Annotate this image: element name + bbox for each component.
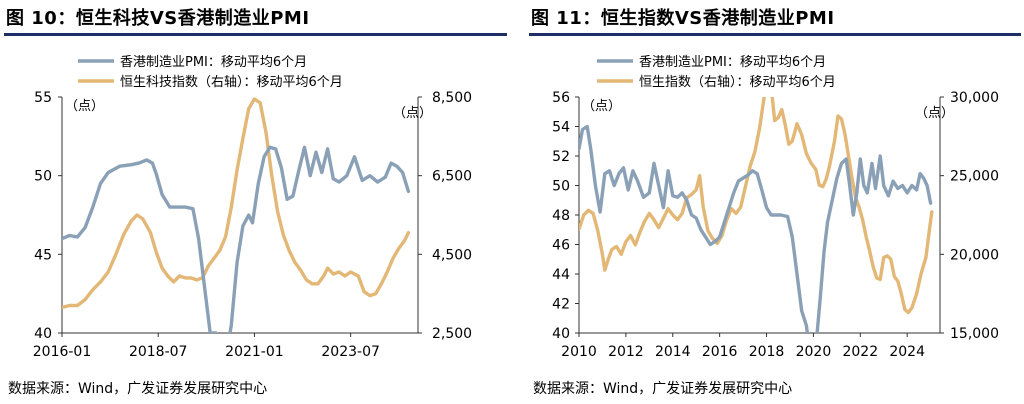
chart-title: 图 11：恒生指数VS香港制造业PMI bbox=[531, 8, 835, 29]
x-tick-label: 2021-01 bbox=[225, 344, 284, 360]
x-tick-label: 2022 bbox=[842, 344, 878, 360]
right-unit-label: （点） bbox=[393, 106, 432, 121]
x-tick-label: 2024 bbox=[889, 344, 925, 360]
left-unit-label: （点） bbox=[582, 99, 621, 114]
series-line-index bbox=[62, 97, 411, 310]
left-tick-label: 55 bbox=[34, 90, 52, 106]
left-tick-label: 56 bbox=[552, 90, 570, 106]
left-unit-label: （点） bbox=[65, 99, 104, 114]
series-line-pmi bbox=[62, 145, 411, 333]
right-tick-label: 8,500 bbox=[432, 90, 472, 106]
source-note: 数据来源：Wind，广发证券发展研究中心 bbox=[8, 381, 268, 397]
x-tick-label: 2012 bbox=[608, 344, 644, 360]
chart-title: 图 10：恒生科技VS香港制造业PMI bbox=[6, 8, 310, 29]
left-tick-label: 48 bbox=[552, 208, 570, 224]
left-tick-label: 45 bbox=[34, 247, 52, 263]
left-tick-label: 54 bbox=[552, 120, 570, 136]
chart-panel-hstech-vs-pmi: 图 10：恒生科技VS香港制造业PMI 40 45 50 55 2,500 4,500 6,… bbox=[4, 8, 507, 397]
x-tick-label: 2018-07 bbox=[129, 344, 188, 360]
x-tick-label: 2020 bbox=[796, 344, 832, 360]
right-tick-label: 25,000 bbox=[950, 169, 999, 185]
right-tick-label: 2,500 bbox=[432, 326, 472, 342]
x-tick-label: 2010 bbox=[561, 344, 597, 360]
left-tick-label: 40 bbox=[552, 326, 570, 342]
right-tick-label: 6,500 bbox=[432, 169, 472, 185]
series-line-index bbox=[579, 97, 934, 315]
left-tick-label: 44 bbox=[552, 267, 570, 283]
title-rule bbox=[4, 33, 507, 36]
legend-label: 恒生指数（右轴）：移动平均6个月 bbox=[639, 75, 836, 90]
x-tick-label: 2023-07 bbox=[321, 344, 380, 360]
left-tick-label: 50 bbox=[552, 179, 570, 195]
x-tick-label: 2016-01 bbox=[33, 344, 92, 360]
legend-label: 香港制造业PMI：移动平均6个月 bbox=[639, 55, 826, 70]
left-tick-label: 50 bbox=[34, 169, 52, 185]
title-rule bbox=[529, 33, 1021, 36]
x-tick-label: 2018 bbox=[749, 344, 785, 360]
x-tick-label: 2014 bbox=[655, 344, 691, 360]
right-unit-label: （点） bbox=[915, 106, 954, 121]
chart-hstech-vs-pmi: 40 45 50 55 2,500 4,500 6,500 8,500 2016-01 2018-… bbox=[33, 55, 472, 360]
left-tick-label: 52 bbox=[552, 149, 570, 165]
legend-label: 香港制造业PMI：移动平均6个月 bbox=[120, 55, 307, 70]
right-tick-label: 20,000 bbox=[950, 247, 999, 263]
series-line-pmi bbox=[579, 124, 933, 333]
right-tick-label: 4,500 bbox=[432, 247, 472, 263]
legend-label: 恒生科技指数（右轴）：移动平均6个月 bbox=[120, 75, 343, 90]
left-tick-label: 42 bbox=[552, 297, 570, 313]
left-tick-label: 40 bbox=[34, 326, 52, 342]
left-tick-label: 46 bbox=[552, 238, 570, 254]
chart-panel-hsi-vs-pmi: 图 11：恒生指数VS香港制造业PMI 40 42 44 46 48 50 52 54 56 15… bbox=[525, 0, 1024, 404]
right-tick-label: 30,000 bbox=[950, 90, 999, 106]
source-note: 数据来源：Wind，广发证券发展研究中心 bbox=[533, 381, 793, 397]
x-tick-label: 2016 bbox=[702, 344, 738, 360]
right-tick-label: 15,000 bbox=[950, 326, 999, 342]
chart-hsi-vs-pmi: 40 42 44 46 48 50 52 54 56 15,000 20,000 25,000 30,0… bbox=[552, 55, 999, 360]
